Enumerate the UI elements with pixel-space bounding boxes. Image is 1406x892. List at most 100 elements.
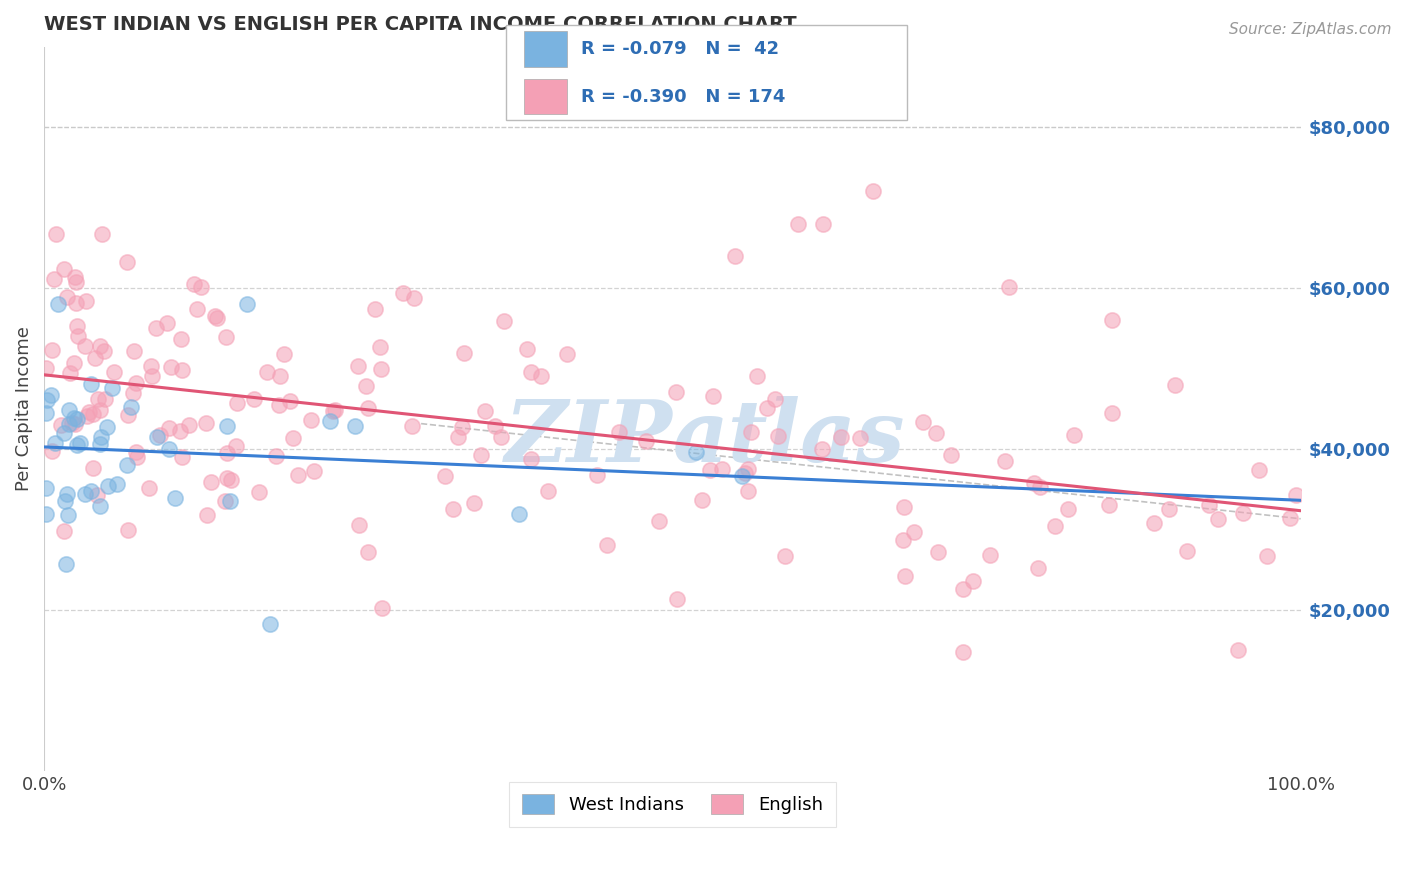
Point	[157, 442, 180, 456]
Point	[1101, 313, 1123, 327]
Point	[205, 311, 228, 326]
Point	[146, 430, 169, 444]
Point	[962, 574, 984, 588]
Point	[994, 454, 1017, 468]
Point	[357, 544, 380, 558]
Point	[53, 494, 76, 508]
Point	[634, 434, 657, 448]
Point	[1278, 511, 1301, 525]
Point	[530, 369, 553, 384]
Point	[1198, 498, 1220, 512]
Point	[474, 404, 496, 418]
Point	[225, 395, 247, 409]
Point	[46, 297, 69, 311]
Point	[702, 389, 724, 403]
Point	[773, 549, 796, 563]
Text: atlas: atlas	[672, 396, 905, 479]
Point	[685, 445, 707, 459]
Text: R = -0.390   N = 174: R = -0.390 N = 174	[581, 87, 785, 105]
Point	[666, 591, 689, 606]
Point	[1143, 516, 1166, 531]
Point	[41, 343, 63, 358]
Point	[52, 524, 75, 539]
Point	[391, 285, 413, 300]
Point	[89, 403, 111, 417]
Point	[862, 185, 884, 199]
Point	[60, 417, 83, 431]
Point	[139, 359, 162, 374]
Point	[242, 392, 264, 406]
Point	[200, 475, 222, 489]
Point	[177, 418, 200, 433]
Point	[115, 255, 138, 269]
Point	[59, 367, 82, 381]
Point	[94, 392, 117, 407]
Point	[122, 343, 145, 358]
Y-axis label: Per Capita Income: Per Capita Income	[15, 326, 32, 491]
Point	[734, 466, 756, 480]
Point	[35, 361, 58, 376]
Point	[537, 483, 560, 498]
Point	[215, 329, 238, 343]
Point	[269, 398, 291, 412]
Point	[235, 297, 257, 311]
Point	[347, 517, 370, 532]
Point	[122, 385, 145, 400]
Point	[35, 481, 58, 495]
Point	[607, 425, 630, 439]
Point	[97, 479, 120, 493]
Point	[219, 473, 242, 487]
Point	[724, 249, 747, 263]
Point	[1029, 480, 1052, 494]
Point	[55, 558, 77, 572]
Point	[711, 462, 734, 476]
Point	[156, 316, 179, 330]
Point	[264, 449, 287, 463]
Point	[402, 292, 425, 306]
Point	[665, 384, 688, 399]
Point	[225, 440, 247, 454]
Point	[80, 376, 103, 391]
Point	[45, 227, 67, 241]
Point	[952, 582, 974, 597]
Point	[204, 309, 226, 323]
Point	[357, 401, 380, 415]
Point	[912, 415, 935, 429]
Point	[740, 425, 762, 439]
Point	[169, 332, 191, 346]
Point	[1026, 561, 1049, 575]
Point	[76, 409, 98, 424]
Point	[484, 419, 506, 434]
Point	[453, 346, 475, 360]
Point	[520, 365, 543, 379]
Point	[35, 406, 58, 420]
Point	[596, 538, 619, 552]
Point	[346, 359, 368, 374]
Point	[1164, 377, 1187, 392]
Point	[364, 302, 387, 317]
Point	[1247, 462, 1270, 476]
Point	[766, 429, 789, 443]
Point	[322, 404, 344, 418]
Point	[172, 363, 194, 377]
Point	[89, 437, 111, 451]
Point	[747, 368, 769, 383]
Point	[516, 343, 538, 357]
Point	[75, 294, 97, 309]
Point	[89, 339, 111, 353]
Point	[648, 514, 671, 528]
Point	[89, 500, 111, 514]
Point	[183, 277, 205, 292]
Point	[979, 548, 1001, 562]
Point	[451, 420, 474, 434]
Point	[91, 227, 114, 241]
Point	[699, 463, 721, 477]
Legend: West Indians, English: West Indians, English	[509, 781, 835, 827]
Point	[1232, 506, 1254, 520]
Point	[69, 436, 91, 450]
Point	[370, 601, 392, 615]
Point	[44, 436, 66, 450]
Point	[35, 392, 58, 407]
Point	[169, 424, 191, 438]
Point	[56, 508, 79, 523]
